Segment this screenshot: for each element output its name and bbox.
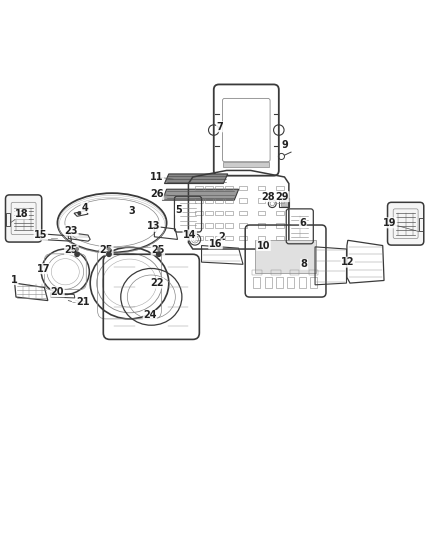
Text: 20: 20 (51, 287, 64, 297)
Bar (258, 211, 265, 215)
Bar (258, 223, 265, 228)
Text: 6: 6 (300, 218, 306, 228)
Text: 18: 18 (15, 209, 28, 219)
Bar (195, 211, 203, 215)
Bar (308, 270, 318, 275)
Text: 1: 1 (11, 274, 18, 285)
Text: 25: 25 (65, 245, 78, 255)
Circle shape (156, 252, 161, 256)
Bar (225, 223, 233, 228)
Bar (239, 223, 247, 228)
Bar (225, 198, 233, 203)
Bar (195, 223, 203, 228)
Polygon shape (162, 189, 239, 200)
Text: 19: 19 (383, 218, 397, 228)
Bar (6, 213, 11, 227)
Bar (252, 270, 262, 275)
Bar (215, 236, 223, 240)
Text: 8: 8 (301, 260, 307, 269)
Bar (239, 236, 247, 240)
Bar (254, 277, 261, 288)
Circle shape (108, 248, 110, 251)
Bar (215, 185, 223, 190)
Bar (290, 270, 299, 275)
Bar (205, 211, 213, 215)
Bar (215, 223, 223, 228)
Circle shape (157, 248, 160, 251)
Text: 11: 11 (150, 172, 164, 182)
Text: 13: 13 (147, 221, 160, 231)
Bar (239, 185, 247, 190)
Bar (239, 198, 247, 203)
Bar (255, 240, 316, 273)
Circle shape (78, 212, 81, 215)
Text: 17: 17 (37, 264, 50, 273)
Circle shape (107, 252, 111, 256)
Bar (215, 211, 223, 215)
FancyBboxPatch shape (6, 195, 42, 242)
Bar (276, 211, 284, 215)
Bar (276, 277, 283, 288)
Bar (419, 219, 424, 231)
Bar (276, 198, 284, 203)
Text: 28: 28 (261, 192, 275, 201)
Text: 23: 23 (65, 225, 78, 236)
Bar (258, 236, 265, 240)
Polygon shape (164, 174, 228, 183)
Text: 14: 14 (183, 230, 197, 240)
Text: 12: 12 (341, 257, 354, 267)
Bar (195, 198, 203, 203)
Bar (279, 198, 289, 207)
Bar (195, 185, 203, 190)
Bar (310, 277, 317, 288)
Text: 5: 5 (176, 205, 182, 215)
Bar (258, 185, 265, 190)
Text: 9: 9 (281, 140, 288, 150)
Bar (205, 198, 213, 203)
Bar (225, 236, 233, 240)
Bar (276, 185, 284, 190)
FancyBboxPatch shape (388, 203, 424, 245)
Bar (287, 277, 294, 288)
Text: 25: 25 (151, 245, 165, 255)
Text: 2: 2 (218, 232, 225, 242)
Text: 16: 16 (209, 239, 222, 249)
Bar (205, 185, 213, 190)
Bar (265, 277, 272, 288)
Bar (258, 198, 265, 203)
Text: 24: 24 (143, 310, 157, 320)
Text: 15: 15 (34, 230, 48, 240)
Bar (299, 277, 306, 288)
Text: 7: 7 (216, 122, 223, 132)
Text: 22: 22 (150, 278, 164, 288)
Bar (225, 185, 233, 190)
Bar (205, 223, 213, 228)
Bar (215, 198, 223, 203)
Circle shape (76, 248, 78, 251)
Text: 29: 29 (276, 192, 289, 201)
Text: 10: 10 (257, 240, 270, 251)
Text: 25: 25 (99, 245, 113, 255)
Bar (239, 211, 247, 215)
Bar (225, 211, 233, 215)
Bar (281, 200, 288, 206)
Bar (195, 236, 203, 240)
Bar (276, 223, 284, 228)
Bar (276, 236, 284, 240)
Bar (223, 161, 269, 167)
Bar (271, 270, 281, 275)
Text: 21: 21 (76, 297, 89, 308)
Text: 4: 4 (81, 203, 88, 213)
Bar (205, 236, 213, 240)
Text: 26: 26 (150, 189, 164, 199)
Circle shape (75, 252, 79, 256)
Text: 3: 3 (128, 206, 135, 216)
